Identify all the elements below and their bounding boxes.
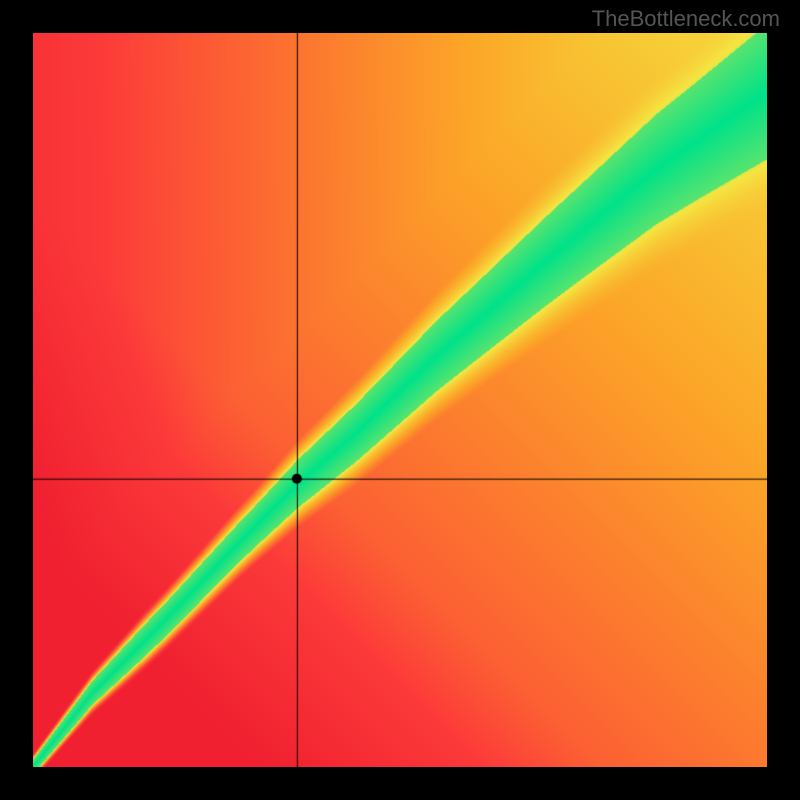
watermark-text: TheBottleneck.com bbox=[592, 6, 780, 32]
chart-container: TheBottleneck.com bbox=[0, 0, 800, 800]
heatmap-plot-area bbox=[33, 33, 767, 767]
heatmap-canvas bbox=[33, 33, 767, 767]
